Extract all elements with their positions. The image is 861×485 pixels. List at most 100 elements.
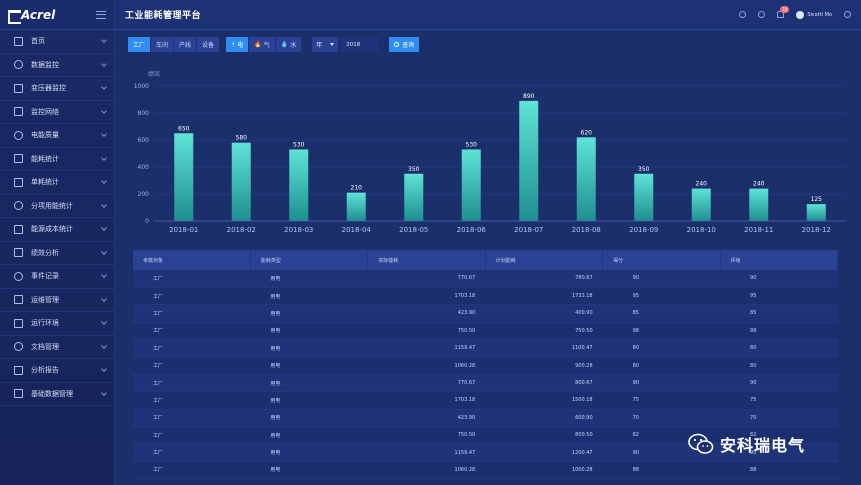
column-header[interactable]: 得分 bbox=[602, 250, 721, 270]
table-cell: 用电 bbox=[250, 287, 368, 306]
table-cell: 90 bbox=[602, 374, 721, 393]
user-name: Sicotti Mo bbox=[807, 11, 832, 18]
table-row[interactable]: 工厂 用电 770.67 780.67 90 90 bbox=[133, 270, 838, 288]
bar[interactable] bbox=[231, 142, 251, 221]
table-row[interactable]: 工厂 用电 1703.18 1500.18 75 75 bbox=[133, 391, 838, 410]
sidebar-item[interactable]: 绩效分析 bbox=[0, 242, 114, 265]
sidebar-item-label: 数据监控 bbox=[31, 60, 59, 69]
bar-value-label: 890 bbox=[523, 93, 535, 100]
table-cell: 82 bbox=[602, 426, 721, 445]
energy-tab[interactable]: 🔥 气 bbox=[249, 37, 276, 52]
scope-tab[interactable]: 工厂 bbox=[128, 37, 152, 52]
assessment-table: 考核对象 能耗类型 实际能耗 计划能耗 得分 评级 工厂 用电 770.67 780.67 90 9… bbox=[133, 250, 838, 485]
sidebar-item[interactable]: 监控网络 bbox=[0, 101, 114, 124]
table-cell: 用电 bbox=[250, 270, 368, 288]
sidebar-item[interactable]: 运行环境 bbox=[0, 312, 114, 336]
scope-tab[interactable]: 设备 bbox=[197, 37, 221, 52]
bar[interactable] bbox=[634, 173, 654, 221]
bar-value-label: 530 bbox=[466, 141, 478, 148]
table-cell: 423.90 bbox=[367, 409, 486, 428]
bar[interactable] bbox=[346, 192, 366, 221]
table-row[interactable]: 工厂 用电 1060.28 900.28 80 80 bbox=[133, 356, 838, 375]
sidebar-item[interactable]: 事件记录 bbox=[0, 265, 114, 289]
header-actions: 10 Sicotti Mo bbox=[739, 6, 851, 19]
sidebar-item[interactable]: 变压器监控 bbox=[0, 77, 114, 101]
bar[interactable] bbox=[691, 188, 711, 221]
chevron-down-icon bbox=[101, 272, 107, 279]
chevron-down-icon bbox=[101, 60, 107, 67]
help-icon[interactable] bbox=[758, 11, 766, 18]
table-cell: 780.67 bbox=[485, 270, 603, 288]
table-row[interactable]: 工厂 用电 1159.47 1200.47 90 90 bbox=[133, 443, 838, 462]
sidebar-item-label: 单耗统计 bbox=[31, 178, 59, 187]
bar[interactable] bbox=[289, 149, 309, 221]
scope-tab[interactable]: 车间 bbox=[151, 37, 175, 52]
chevron-down-icon bbox=[101, 84, 107, 91]
sidebar-item[interactable]: 单耗统计 bbox=[0, 171, 114, 195]
y-tick-label: 200 bbox=[138, 191, 150, 198]
table-cell: 用电 bbox=[250, 356, 368, 375]
table-row[interactable]: 工厂 用电 750.50 800.50 82 82 bbox=[133, 426, 838, 445]
table-cell: 75 bbox=[602, 391, 721, 410]
year-input[interactable]: 2018 bbox=[341, 37, 380, 52]
bar[interactable] bbox=[519, 100, 539, 221]
bar[interactable] bbox=[806, 204, 826, 221]
performance-bar-chart: 绩效 0 200 400 600 800 1000 650 580 530 210 350 530 8… bbox=[134, 70, 845, 234]
chevron-down-icon bbox=[101, 178, 107, 185]
sidebar-item[interactable]: 文档管理 bbox=[0, 336, 114, 359]
sidebar-item[interactable]: 分项用能统计 bbox=[0, 195, 114, 218]
sidebar-item[interactable]: 运维管理 bbox=[0, 289, 114, 312]
table-row[interactable]: 工厂 用电 750.50 750.50 98 98 bbox=[133, 322, 838, 341]
period-select[interactable]: 年 bbox=[312, 37, 339, 52]
sidebar-item-label: 监控网络 bbox=[31, 107, 59, 116]
bar[interactable] bbox=[461, 149, 481, 221]
settings-icon[interactable] bbox=[844, 11, 851, 18]
table-cell: 1733.18 bbox=[485, 287, 603, 306]
user-menu[interactable]: Sicotti Mo bbox=[796, 10, 832, 19]
energy-tab[interactable]: ⚡ 电 bbox=[226, 37, 250, 52]
column-header[interactable]: 考核对象 bbox=[133, 250, 251, 270]
sidebar-item[interactable]: 分析报告 bbox=[0, 359, 114, 383]
header: 工业能耗管理平台 10 Sicotti Mo bbox=[115, 0, 861, 30]
table-cell: 1159.47 bbox=[367, 443, 486, 462]
network-icon bbox=[14, 107, 23, 117]
table-row[interactable]: 工厂 用电 1703.18 1733.18 95 95 bbox=[133, 287, 838, 306]
sidebar-item-label: 基础数据管理 bbox=[31, 389, 73, 398]
sidebar-item-label: 绩效分析 bbox=[31, 248, 59, 257]
bar[interactable] bbox=[749, 188, 769, 221]
energy-tab[interactable]: 💧 水 bbox=[275, 37, 303, 52]
table-row[interactable]: 工厂 用电 770.67 800.67 90 90 bbox=[133, 374, 838, 393]
column-header[interactable]: 实际能耗 bbox=[367, 250, 486, 270]
column-header[interactable]: 计划能耗 bbox=[485, 250, 604, 270]
table-cell: 用电 bbox=[250, 374, 368, 393]
table-cell: 工厂 bbox=[133, 426, 251, 445]
location-icon bbox=[14, 201, 23, 211]
bar[interactable] bbox=[174, 133, 194, 221]
sidebar-item[interactable]: 能耗统计 bbox=[0, 148, 114, 171]
wechat-icon bbox=[688, 433, 714, 454]
table-row[interactable]: 工厂 用电 423.90 400.90 85 85 bbox=[133, 304, 838, 323]
column-header[interactable]: 能耗类型 bbox=[250, 250, 369, 270]
table-cell: 用电 bbox=[250, 443, 368, 462]
menu-toggle-icon[interactable] bbox=[96, 10, 106, 19]
table-cell: 工厂 bbox=[133, 339, 251, 358]
table-row[interactable]: 工厂 用电 423.90 600.90 70 70 bbox=[133, 409, 838, 428]
column-header[interactable]: 评级 bbox=[720, 250, 838, 270]
sidebar-item[interactable]: 能源成本统计 bbox=[0, 218, 114, 242]
filter-toolbar: 工厂 车间 产线 设备 ⚡ 电 🔥 气 💧 水 年 2018 查询 bbox=[128, 37, 420, 52]
table-row[interactable]: 工厂 用电 1159.47 1100.47 80 80 bbox=[133, 339, 838, 358]
table-cell: 工厂 bbox=[133, 270, 251, 288]
bar-value-label: 210 bbox=[351, 185, 363, 192]
search-icon[interactable] bbox=[739, 11, 747, 18]
sidebar-item[interactable]: 电能质量 bbox=[0, 124, 114, 148]
bar[interactable] bbox=[404, 173, 424, 221]
sidebar-item[interactable]: 数据监控 bbox=[0, 54, 114, 77]
sidebar-item[interactable]: 基础数据管理 bbox=[0, 383, 114, 406]
table-row[interactable]: 工厂 用电 1060.28 1000.28 88 88 bbox=[133, 461, 838, 480]
bar[interactable] bbox=[576, 137, 596, 221]
query-button[interactable]: 查询 bbox=[389, 37, 420, 52]
sidebar-item-label: 能耗统计 bbox=[31, 154, 59, 163]
scope-tab[interactable]: 产线 bbox=[174, 37, 198, 52]
bell-icon[interactable]: 10 bbox=[777, 6, 790, 18]
sidebar-item[interactable]: 首页 bbox=[0, 30, 114, 54]
